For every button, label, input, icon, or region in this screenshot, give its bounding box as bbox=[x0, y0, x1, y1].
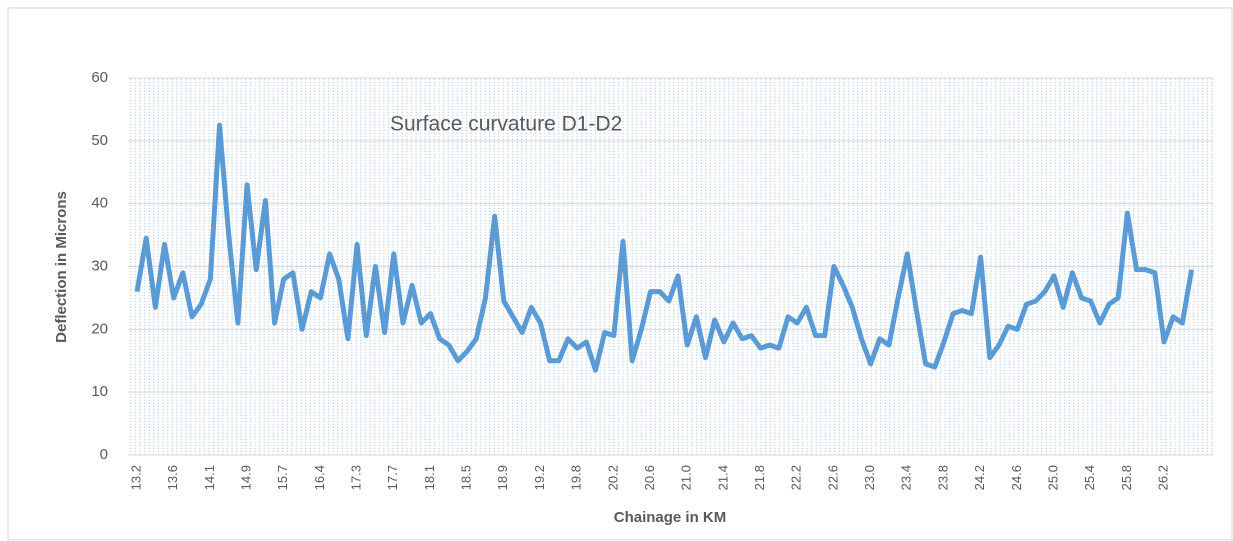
y-axis-label: Deflection in Microns bbox=[53, 191, 70, 343]
data-line bbox=[134, 122, 1195, 373]
x-tick-label: 19.8 bbox=[569, 465, 584, 490]
x-axis-label: Chainage in KM bbox=[614, 509, 727, 526]
chart-border bbox=[7, 7, 1233, 541]
x-tick-label: 23.0 bbox=[862, 465, 877, 490]
x-tick-label: 23.8 bbox=[935, 465, 950, 490]
y-tick-label: 50 bbox=[91, 132, 108, 149]
x-tick-label: 19.2 bbox=[532, 465, 547, 490]
y-tick-label: 60 bbox=[91, 69, 108, 86]
x-tick-label: 20.6 bbox=[642, 465, 657, 490]
x-tick-label: 21.8 bbox=[752, 465, 767, 490]
y-tick-label: 0 bbox=[100, 446, 108, 463]
x-tick-label: 18.1 bbox=[422, 465, 437, 490]
x-tick-label: 14.1 bbox=[202, 465, 217, 490]
x-tick-label: 14.9 bbox=[238, 465, 253, 490]
x-tick-label: 18.5 bbox=[459, 465, 474, 490]
x-tick-label: 21.0 bbox=[679, 465, 694, 490]
x-tick-label: 17.7 bbox=[385, 465, 400, 490]
x-tick-label: 13.2 bbox=[128, 465, 143, 490]
y-tick-label: 20 bbox=[91, 320, 108, 337]
x-tick-label: 24.2 bbox=[972, 465, 987, 490]
x-tick-label: 17.3 bbox=[349, 465, 364, 490]
x-tick-label: 23.4 bbox=[899, 465, 914, 490]
x-tick-label: 22.6 bbox=[825, 465, 840, 490]
x-tick-label: 18.9 bbox=[495, 465, 510, 490]
x-tick-label: 25.4 bbox=[1082, 465, 1097, 490]
x-tick-label: 13.6 bbox=[165, 465, 180, 490]
x-tick-label: 21.4 bbox=[715, 465, 730, 490]
x-tick-label: 15.7 bbox=[275, 465, 290, 490]
chart-title: Surface curvature D1-D2 bbox=[390, 113, 622, 136]
x-tick-label: 26.2 bbox=[1155, 465, 1170, 490]
x-tick-label: 20.2 bbox=[605, 465, 620, 490]
x-tick-label: 25.0 bbox=[1045, 465, 1060, 490]
x-tick-label: 16.4 bbox=[312, 465, 327, 490]
y-tick-label: 40 bbox=[91, 195, 108, 212]
y-tick-label: 30 bbox=[91, 257, 108, 274]
y-tick-label: 10 bbox=[91, 383, 108, 400]
x-tick-label: 24.6 bbox=[1009, 465, 1024, 490]
x-tick-label: 22.2 bbox=[789, 465, 804, 490]
x-tick-label: 25.8 bbox=[1119, 465, 1134, 490]
